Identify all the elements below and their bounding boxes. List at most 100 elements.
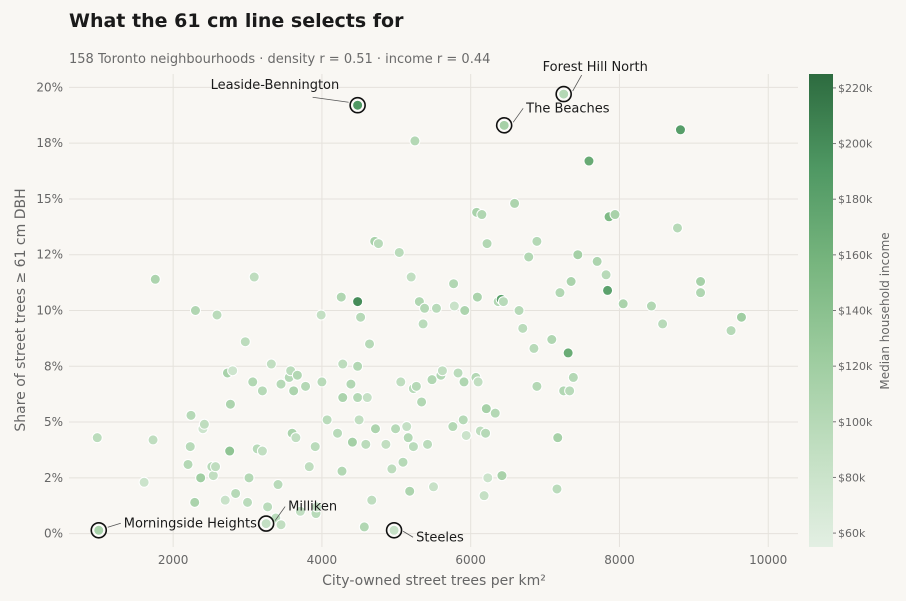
data-point: [401, 421, 413, 433]
colorbar-tick-label: $180k: [838, 193, 873, 206]
data-point: [671, 222, 683, 234]
data-point: [256, 445, 268, 457]
data-point: [471, 291, 483, 303]
x-tick-label: 4000: [307, 553, 338, 567]
data-point: [294, 505, 306, 517]
data-point: [227, 365, 239, 377]
data-point: [602, 284, 614, 296]
x-tick-label: 2000: [158, 553, 189, 567]
data-point: [224, 445, 236, 457]
highlight-ring: [349, 96, 366, 114]
data-point: [567, 371, 579, 383]
data-point: [288, 385, 300, 397]
data-point: [311, 501, 323, 513]
highlight-ring: [555, 85, 572, 103]
annotation-leader: [572, 74, 583, 92]
data-point: [243, 472, 255, 484]
data-point: [459, 305, 471, 316]
y-axis-label: Share of street trees ≥ 61 cm DBH: [13, 188, 29, 431]
data-point: [695, 275, 707, 287]
data-point: [352, 360, 364, 372]
data-point: [248, 271, 260, 283]
y-tick-label: 10%: [36, 304, 63, 318]
data-point: [272, 479, 284, 491]
data-point: [224, 398, 236, 410]
data-point: [509, 197, 521, 209]
data-point: [452, 367, 464, 379]
data-point: [448, 278, 460, 290]
highlighted-point: [498, 119, 510, 131]
data-point: [517, 322, 529, 334]
colorbar-tick-label: $80k: [838, 471, 866, 484]
data-point: [315, 309, 327, 321]
data-point: [219, 494, 231, 506]
data-point: [436, 365, 448, 377]
chart-subtitle: 158 Toronto neighbourhoods · density r =…: [69, 52, 491, 67]
data-point: [426, 374, 438, 386]
data-point: [265, 358, 277, 370]
data-point: [480, 427, 492, 439]
y-tick-label: 2%: [44, 471, 63, 485]
data-point: [583, 155, 595, 167]
data-point: [91, 432, 103, 444]
data-point: [380, 438, 392, 450]
x-tick-label: 8000: [604, 553, 635, 567]
data-point: [657, 318, 669, 330]
highlight-ring: [385, 521, 403, 539]
data-point: [361, 392, 373, 404]
highlighted-point: [260, 518, 272, 530]
y-tick-label: 0%: [44, 527, 63, 541]
annotation-leader: [274, 506, 286, 521]
x-tick-label: 10000: [749, 553, 787, 567]
data-point: [735, 311, 747, 323]
data-points: [91, 124, 747, 533]
data-point: [337, 358, 349, 370]
data-point: [497, 296, 509, 308]
colorbar-tick-label: $220k: [838, 82, 873, 95]
data-point: [393, 246, 405, 258]
data-point: [352, 392, 364, 404]
data-point: [645, 300, 657, 312]
data-point: [430, 302, 442, 314]
data-point: [372, 238, 384, 250]
data-point: [523, 251, 535, 263]
annotation-label: Milliken: [288, 500, 337, 515]
data-point: [725, 325, 737, 337]
colorbar-tick-label: $160k: [838, 249, 873, 262]
highlight-ring: [257, 515, 275, 532]
data-point: [138, 476, 150, 488]
data-point: [410, 380, 422, 392]
data-point: [309, 441, 321, 453]
data-point: [600, 269, 612, 281]
data-point: [275, 378, 287, 390]
annotation-leader: [107, 522, 121, 528]
data-point: [316, 376, 328, 388]
data-point: [358, 521, 370, 533]
annotation-leader: [312, 96, 349, 103]
data-point: [674, 124, 686, 136]
annotation-leader: [512, 108, 524, 123]
data-point: [247, 376, 259, 388]
x-tick-label: 6000: [455, 553, 486, 567]
chart-title: What the 61 cm line selects for: [69, 10, 404, 32]
annotation-label: Steeles: [416, 530, 464, 545]
highlighted-point: [352, 99, 364, 111]
annotation-label: Leaside-Bennington: [211, 78, 340, 93]
data-point: [360, 438, 372, 450]
colorbar-gradient: [809, 74, 833, 547]
data-point: [447, 421, 459, 433]
data-point: [336, 465, 348, 477]
data-point: [352, 296, 364, 308]
x-axis-label: City-owned street trees per km²: [322, 573, 546, 589]
data-point: [335, 291, 347, 303]
data-point: [210, 461, 222, 473]
highlight-ring: [90, 521, 108, 539]
data-point: [242, 496, 254, 508]
y-tick-label: 15%: [36, 192, 63, 206]
data-point: [184, 441, 196, 453]
y-axis: 0% 2% 5% 8% 10% 12% 15% 18% 20%: [36, 80, 63, 540]
data-point: [256, 385, 268, 397]
data-point: [207, 470, 219, 482]
data-point: [572, 249, 584, 261]
